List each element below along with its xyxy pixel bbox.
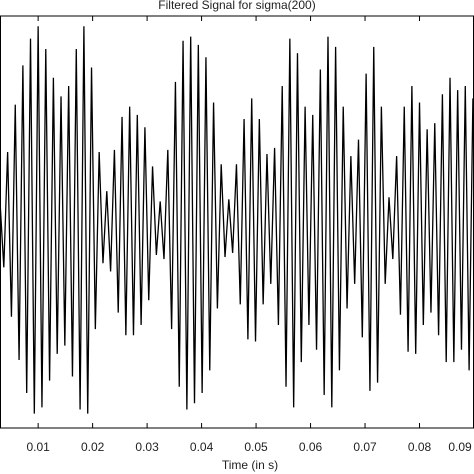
x-tick-label: 0.07 <box>353 440 377 454</box>
x-tick-label: 0.04 <box>190 440 214 454</box>
chart-title: Filtered Signal for sigma(200) <box>158 0 315 12</box>
x-tick-label: 0.08 <box>408 440 432 454</box>
x-axis-label: Time (in s) <box>222 458 278 472</box>
x-tick-label: 0.05 <box>244 440 268 454</box>
x-tick-label: 0.06 <box>299 440 323 454</box>
x-tick-label: 0.02 <box>81 440 105 454</box>
x-tick-label: 0.09 <box>448 440 472 454</box>
signal-line <box>0 26 474 414</box>
x-tick-label: 0.03 <box>135 440 159 454</box>
x-tick-label: 0.01 <box>26 440 50 454</box>
